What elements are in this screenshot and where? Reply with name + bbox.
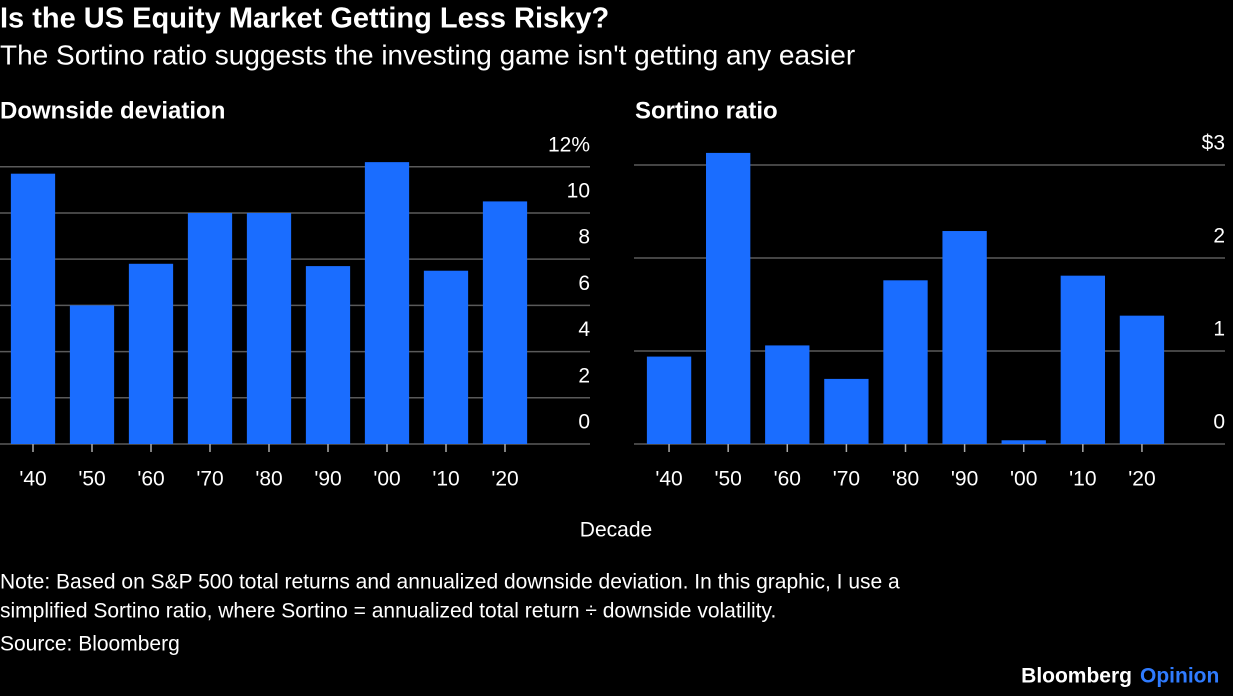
x-tick-label: '90 [951,468,978,491]
title: Is the US Equity Market Getting Less Ris… [0,3,609,35]
y-tick-label: 4 [578,318,590,341]
bar [482,201,528,444]
x-tick-label: '10 [1069,468,1096,491]
y-tick-label: 10 [567,180,590,203]
bar [305,266,351,444]
note: Note: Based on S&P 500 total returns and… [0,571,900,594]
panel-title: Sortino ratio [635,97,778,124]
bar [646,356,692,444]
bar [187,212,233,444]
bar [706,152,751,444]
x-tick-label: '60 [137,468,164,491]
bar [128,263,174,444]
brand-suffix: Opinion [1140,665,1219,688]
source: Source: Bloomberg [0,633,180,656]
x-tick-label: '00 [373,468,400,491]
y-tick-label: 2 [578,364,590,387]
bar [1119,315,1165,444]
bar [1060,275,1105,444]
y-tick-label: 2 [1213,225,1225,248]
bar [10,173,56,444]
x-tick-label: '70 [833,468,860,491]
note: simplified Sortino ratio, where Sortino … [0,600,776,623]
x-tick-label: '50 [714,468,741,491]
bar [942,231,987,444]
bar [883,280,928,444]
x-tick-label: '20 [491,468,518,491]
x-tick-label: '60 [774,468,801,491]
brand: Bloomberg [1021,665,1132,688]
bar [824,378,869,444]
y-tick-label: 8 [578,226,590,249]
bar [1001,440,1046,444]
x-tick-label: '50 [78,468,105,491]
subtitle: The Sortino ratio suggests the investing… [0,39,855,70]
bar [69,305,115,444]
x-tick-label: '80 [255,468,282,491]
y-tick-label: $3 [1202,132,1225,155]
y-tick-label: 12% [548,133,590,156]
panel-title: Downside deviation [0,97,225,124]
y-tick-label: 0 [578,411,590,434]
x-tick-label: '00 [1010,468,1037,491]
x-tick-label: '90 [314,468,341,491]
bar [364,162,410,444]
x-tick-label: '20 [1128,468,1155,491]
x-axis-label: Decade [580,519,652,542]
x-tick-label: '40 [655,468,682,491]
x-tick-label: '70 [196,468,223,491]
bar [765,345,810,444]
bar [423,270,469,444]
y-tick-label: 1 [1213,318,1225,341]
x-tick-label: '10 [432,468,459,491]
bar [246,212,292,444]
y-tick-label: 0 [1213,411,1225,434]
y-tick-label: 6 [578,272,590,295]
x-tick-label: '80 [892,468,919,491]
x-tick-label: '40 [19,468,46,491]
